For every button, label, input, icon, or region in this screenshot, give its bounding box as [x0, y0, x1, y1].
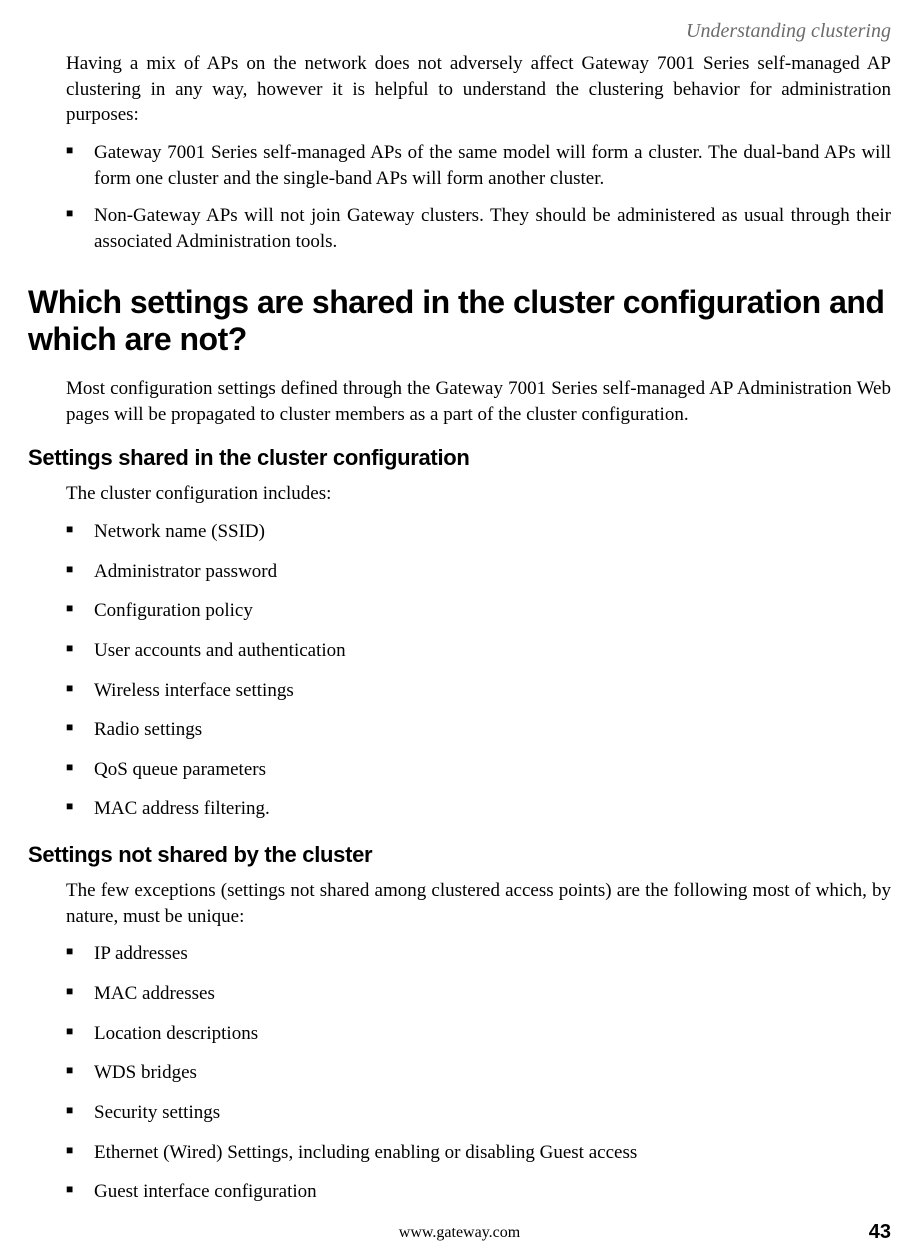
- list-item: Non-Gateway APs will not join Gateway cl…: [66, 203, 891, 254]
- list-item: Radio settings: [66, 717, 891, 743]
- list-item: MAC address filtering.: [66, 796, 891, 822]
- list-item: Administrator password: [66, 559, 891, 585]
- section-header: Understanding clustering: [28, 20, 891, 43]
- not-shared-settings-list: IP addresses MAC addresses Location desc…: [66, 941, 891, 1204]
- sub-heading-shared: Settings shared in the cluster configura…: [28, 445, 891, 471]
- list-item: Guest interface configuration: [66, 1179, 891, 1205]
- list-item: Network name (SSID): [66, 519, 891, 545]
- list-item: Location descriptions: [66, 1021, 891, 1047]
- intro-bullet-list: Gateway 7001 Series self-managed APs of …: [66, 140, 891, 255]
- body-paragraph: The cluster configuration includes:: [66, 481, 891, 507]
- list-item: Gateway 7001 Series self-managed APs of …: [66, 140, 891, 191]
- footer-url: www.gateway.com: [0, 1224, 919, 1242]
- list-item: Ethernet (Wired) Settings, including ena…: [66, 1140, 891, 1166]
- list-item: IP addresses: [66, 941, 891, 967]
- body-paragraph: The few exceptions (settings not shared …: [66, 878, 891, 929]
- list-item: MAC addresses: [66, 981, 891, 1007]
- page-number: 43: [869, 1221, 891, 1244]
- list-item: Security settings: [66, 1100, 891, 1126]
- main-heading: Which settings are shared in the cluster…: [28, 284, 891, 358]
- sub-heading-not-shared: Settings not shared by the cluster: [28, 842, 891, 868]
- list-item: Wireless interface settings: [66, 678, 891, 704]
- body-paragraph: Most configuration settings defined thro…: [66, 376, 891, 427]
- shared-settings-list: Network name (SSID) Administrator passwo…: [66, 519, 891, 822]
- list-item: WDS bridges: [66, 1060, 891, 1086]
- intro-paragraph: Having a mix of APs on the network does …: [66, 51, 891, 128]
- list-item: Configuration policy: [66, 598, 891, 624]
- list-item: User accounts and authentication: [66, 638, 891, 664]
- list-item: QoS queue parameters: [66, 757, 891, 783]
